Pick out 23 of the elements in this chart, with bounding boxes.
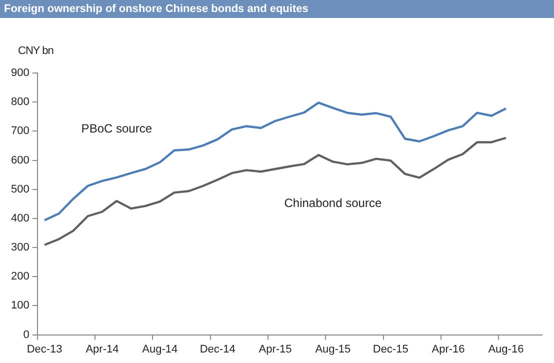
y-axis-title: CNY bn	[18, 45, 54, 57]
x-tick-label: Apr-16	[432, 343, 465, 356]
y-tick-label: 700	[10, 125, 30, 138]
x-tick-label: Dec-13	[26, 343, 62, 356]
x-tick-label: Dec-15	[372, 343, 408, 356]
x-tick-label: Aug-15	[315, 343, 351, 356]
chart-title: Foreign ownership of onshore Chinese bonds and equites	[0, 0, 554, 18]
y-tick-label: 0	[23, 328, 30, 341]
x-tick-label: Apr-14	[86, 343, 119, 356]
y-tick-label: 200	[10, 270, 30, 283]
text: Chinabond source	[284, 196, 382, 210]
x-tick-label: Aug-14	[142, 343, 178, 356]
x-tick-label: Aug-16	[488, 343, 524, 356]
text: PBoC source	[81, 122, 152, 136]
y-tick-label: 900	[10, 67, 30, 80]
y-tick-label: 300	[10, 242, 30, 254]
x-tick-label: Dec-14	[200, 343, 236, 356]
y-tick-label: 800	[10, 96, 30, 108]
y-tick-label: 500	[10, 183, 30, 196]
y-tick-label: 600	[10, 154, 30, 166]
y-tick-label: 100	[10, 300, 30, 312]
y-tick-label: 400	[10, 212, 30, 224]
x-tick-label: Apr-15	[258, 343, 292, 356]
